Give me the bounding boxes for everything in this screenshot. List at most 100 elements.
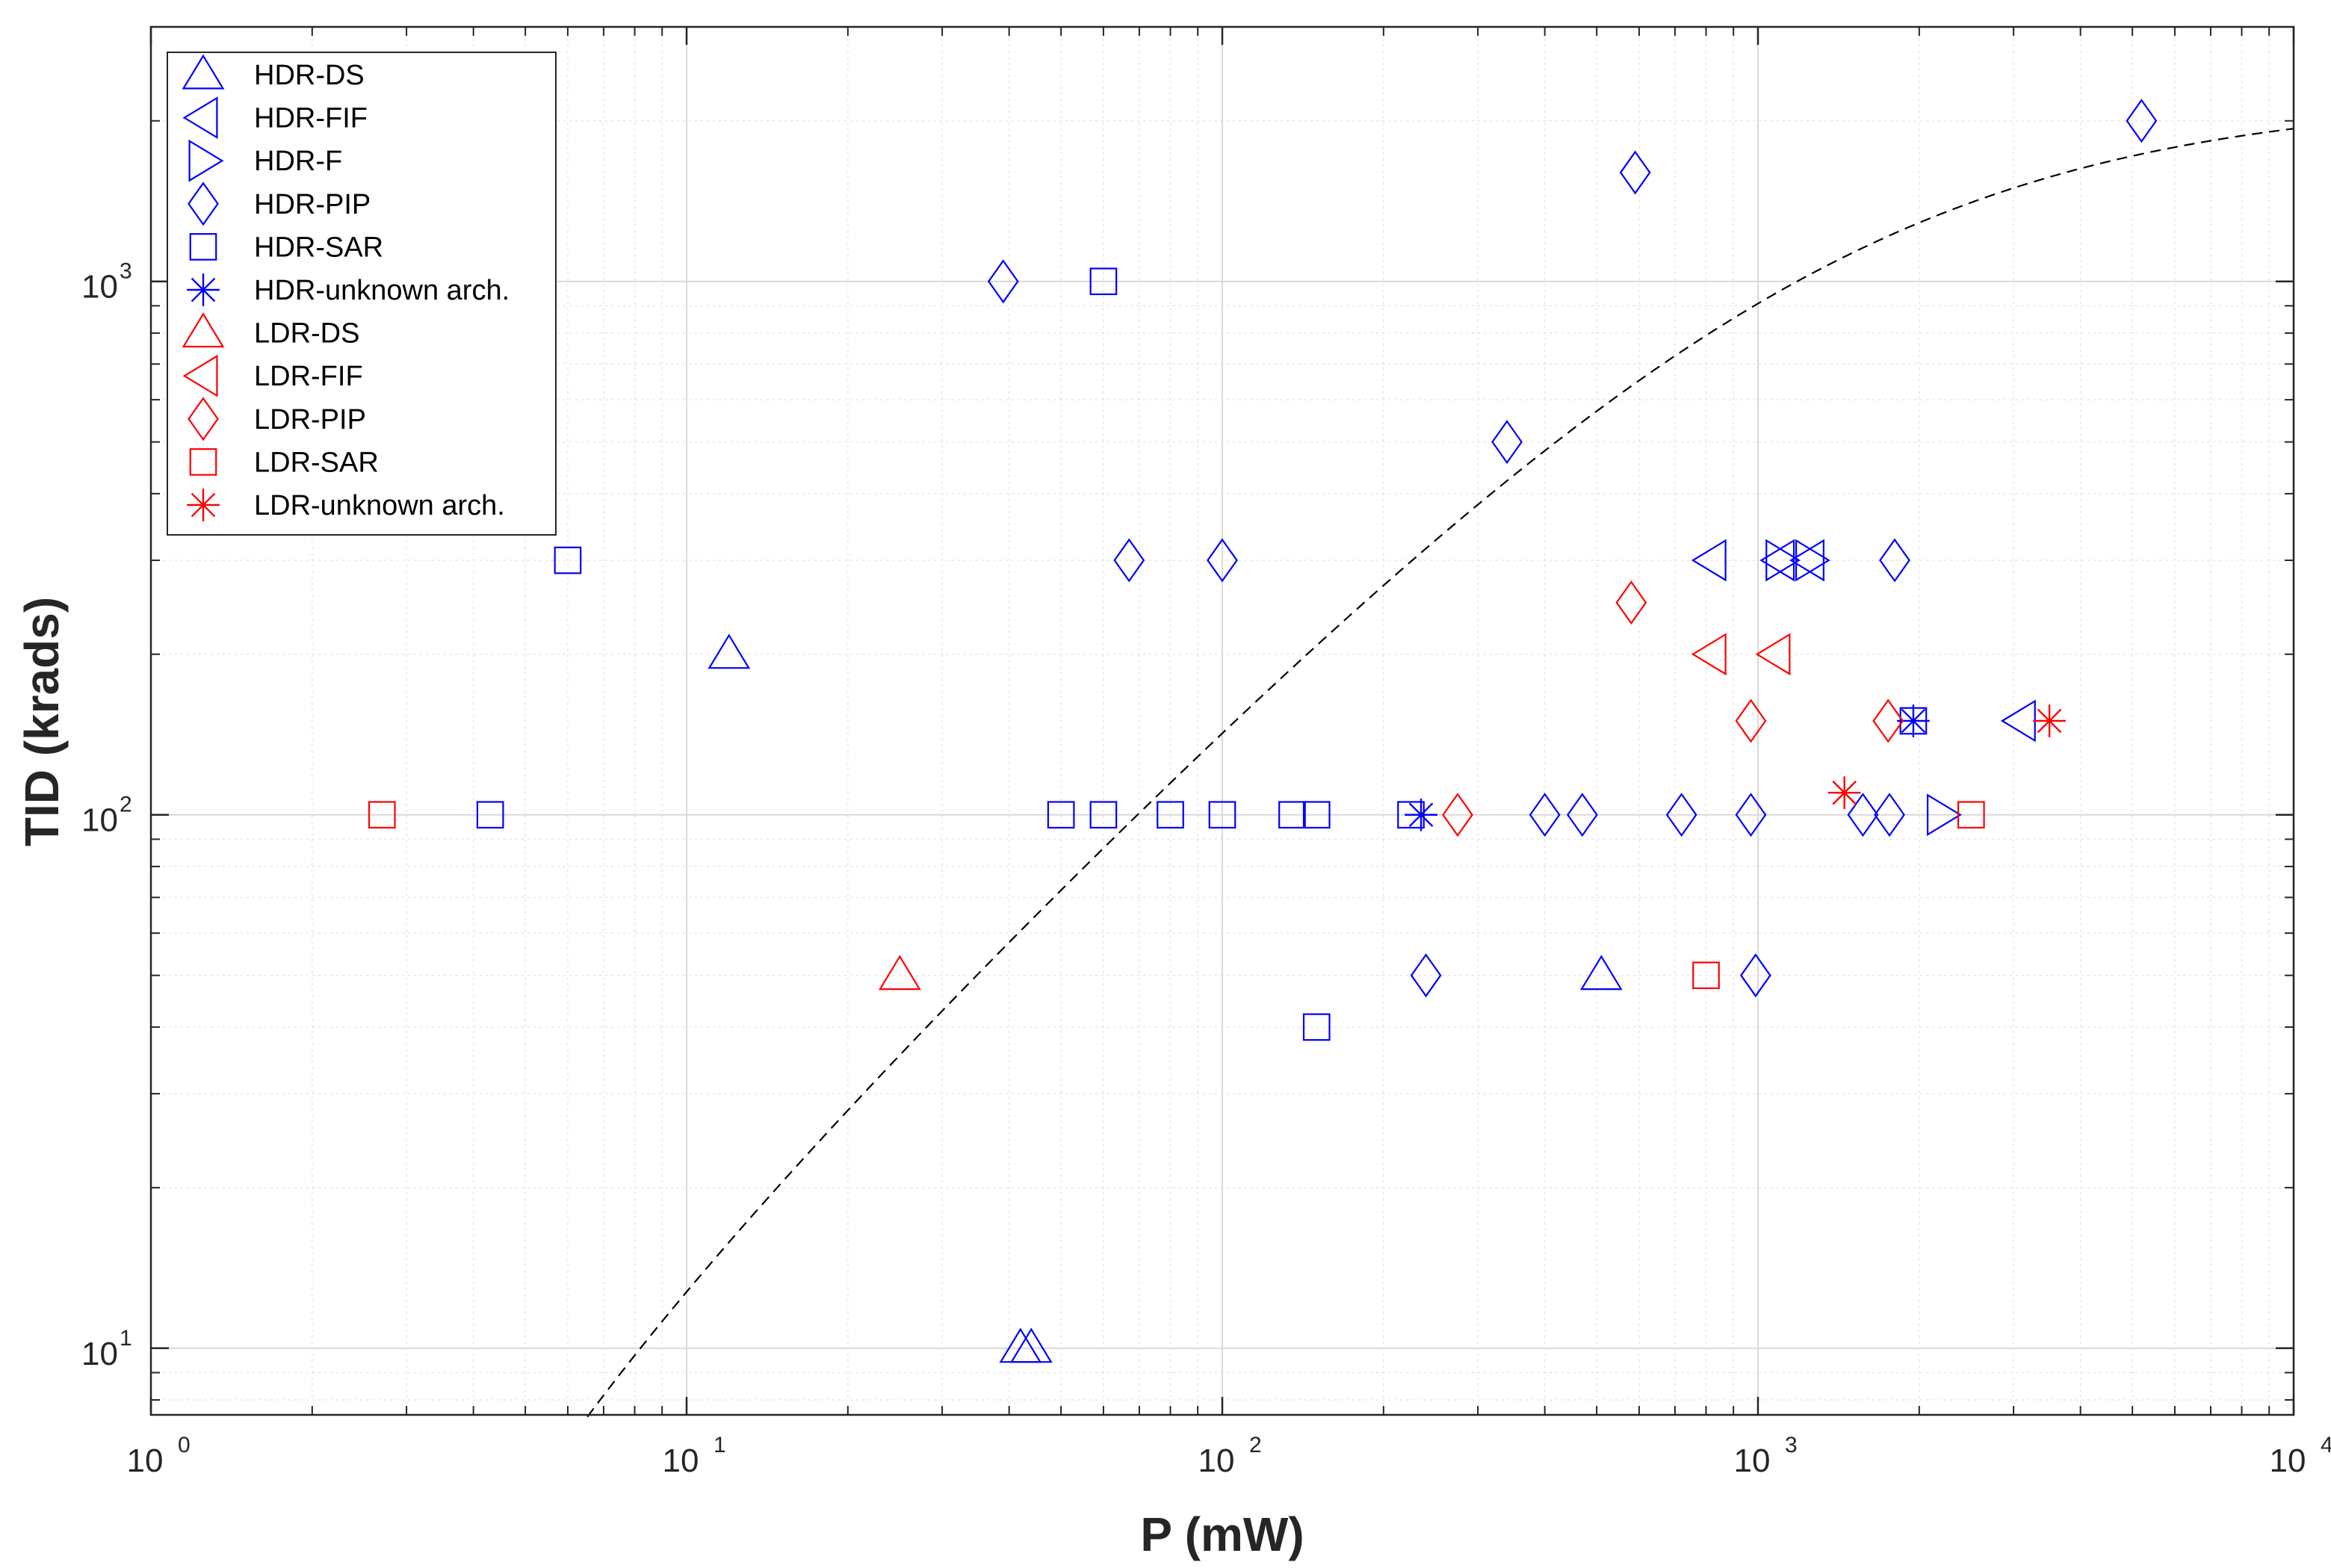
legend-marker-hdr-pip	[188, 182, 219, 226]
y-tick-exponent: 3	[120, 259, 132, 284]
y-tick-label: 10	[81, 802, 118, 839]
asterisk-stroke	[191, 277, 216, 303]
legend-item-hdr-ds: HDR-DS	[182, 54, 365, 91]
legend-marker-hdr-fif	[182, 96, 218, 140]
legend-marker-hdr-f	[188, 139, 224, 182]
x-tick-label: 10	[2270, 1443, 2306, 1479]
asterisk-stroke	[1901, 708, 1926, 734]
legend: HDR-DS HDR-FIF HDR-F HDR-PIP HDR-SAR HDR-unkn…	[167, 52, 557, 536]
legend-item-hdr-pip: HDR-PIP	[188, 182, 371, 226]
point-hdr-pip	[2126, 99, 2158, 143]
point-hdr-pip	[1491, 420, 1523, 465]
point-ldr-fif	[1691, 633, 1727, 676]
series-hdr-unknown-arch	[1405, 704, 1930, 831]
legend-label-ldr-sar: LDR-SAR	[254, 447, 379, 478]
x-tick-exponent: 1	[713, 1433, 726, 1457]
point-ldr-pip	[1615, 580, 1647, 625]
point-hdr-sar	[1157, 801, 1184, 829]
point-hdr-sar	[1208, 801, 1236, 829]
point-hdr-pip	[1410, 953, 1442, 998]
legend-item-ldr-ds: LDR-DS	[182, 312, 359, 350]
asterisk-stroke	[1832, 780, 1857, 805]
y-tick-label: 10	[81, 269, 118, 306]
x-tick-label: 10	[1734, 1443, 1771, 1479]
legend-marker-ldr-sar	[189, 448, 217, 476]
point-hdr-fif	[1789, 539, 1824, 582]
asterisk-stroke	[2037, 708, 2062, 734]
y-tick-exponent: 1	[120, 1326, 132, 1351]
point-ldr-unknown-arch	[2033, 704, 2066, 737]
point-hdr-pip	[1735, 793, 1767, 837]
point-hdr-sar	[1047, 801, 1075, 829]
x-tick-exponent: 0	[178, 1433, 191, 1457]
point-ldr-fif	[1755, 633, 1791, 676]
point-ldr-sar	[368, 801, 396, 829]
series-hdr-pip	[987, 99, 2158, 998]
x-tick-label: 10	[663, 1443, 699, 1479]
legend-marker-hdr-unknown-arch	[187, 273, 220, 306]
series-ldr-unknown-arch	[1827, 704, 2066, 810]
legend-item-ldr-pip: LDR-PIP	[188, 397, 366, 441]
x-tick-exponent: 3	[1785, 1433, 1798, 1457]
series-ldr-sar	[368, 801, 1985, 990]
axis-ticks	[149, 26, 2295, 1415]
point-hdr-sar	[476, 801, 504, 829]
point-hdr-sar	[1302, 801, 1331, 829]
point-hdr-sar	[1089, 267, 1118, 296]
point-ldr-sar	[1692, 961, 1720, 990]
x-tick-label: 10	[1198, 1443, 1235, 1479]
x-tick-exponent: 2	[1249, 1433, 1262, 1457]
point-hdr-pip	[987, 259, 1019, 304]
legend-label-hdr-f: HDR-F	[254, 146, 342, 177]
point-hdr-pip	[1566, 793, 1598, 837]
legend-item-ldr-unknown-arch: LDR-unknown arch.	[187, 489, 505, 521]
legend-label-ldr-ds: LDR-DS	[254, 318, 359, 350]
y-tick-exponent: 2	[120, 793, 132, 817]
point-ldr-pip	[1442, 793, 1473, 837]
series-ldr-fif	[1691, 633, 1791, 676]
legend-item-ldr-fif: LDR-FIF	[182, 354, 363, 397]
x-tick-exponent: 4	[2321, 1433, 2331, 1457]
point-hdr-unknown-arch	[1405, 798, 1437, 831]
legend-marker-ldr-fif	[182, 354, 218, 397]
point-hdr-sar	[1089, 801, 1118, 829]
asterisk-stroke	[1408, 802, 1434, 828]
point-hdr-sar	[1278, 801, 1306, 829]
point-hdr-fif	[1691, 539, 1727, 582]
y-axis-label: TID (krads)	[15, 597, 69, 846]
series-ldr-pip	[1442, 580, 1904, 837]
legend-label-hdr-sar: HDR-SAR	[254, 232, 383, 263]
fit-curve-dashed	[586, 128, 2294, 1418]
point-hdr-ds	[1009, 1327, 1053, 1363]
series-hdr-f	[1765, 539, 1962, 837]
point-hdr-f	[1765, 539, 1801, 582]
data-points-layer	[368, 99, 2158, 1363]
point-ldr-pip	[1735, 698, 1767, 743]
legend-item-hdr-sar: HDR-SAR	[189, 232, 383, 263]
point-hdr-sar	[554, 546, 582, 574]
legend-marker-hdr-sar	[189, 233, 217, 261]
legend-marker-ldr-pip	[188, 397, 219, 441]
point-ldr-unknown-arch	[1827, 776, 1861, 810]
point-hdr-pip	[1207, 538, 1238, 583]
x-axis-label: P (mW)	[1140, 1507, 1304, 1561]
point-hdr-pip	[1879, 538, 1910, 583]
point-hdr-ds	[708, 633, 751, 669]
point-ldr-sar	[1957, 801, 1985, 829]
point-hdr-pip	[1113, 538, 1145, 583]
point-hdr-f	[1795, 539, 1830, 582]
legend-item-hdr-unknown-arch: HDR-unknown arch.	[187, 273, 510, 306]
legend-marker-hdr-ds	[182, 54, 225, 90]
point-hdr-ds	[1579, 955, 1623, 991]
point-hdr-pip	[1619, 150, 1651, 195]
y-tick-label: 10	[81, 1336, 118, 1372]
legend-box	[167, 52, 557, 536]
x-tick-label: 10	[127, 1443, 164, 1479]
legend-item-ldr-sar: LDR-SAR	[189, 447, 379, 478]
legend-label-ldr-pip: LDR-PIP	[254, 404, 366, 436]
point-hdr-pip	[1874, 793, 1905, 837]
point-hdr-pip	[1529, 793, 1561, 837]
point-hdr-pip	[1665, 793, 1697, 837]
series-ldr-ds	[878, 955, 921, 991]
